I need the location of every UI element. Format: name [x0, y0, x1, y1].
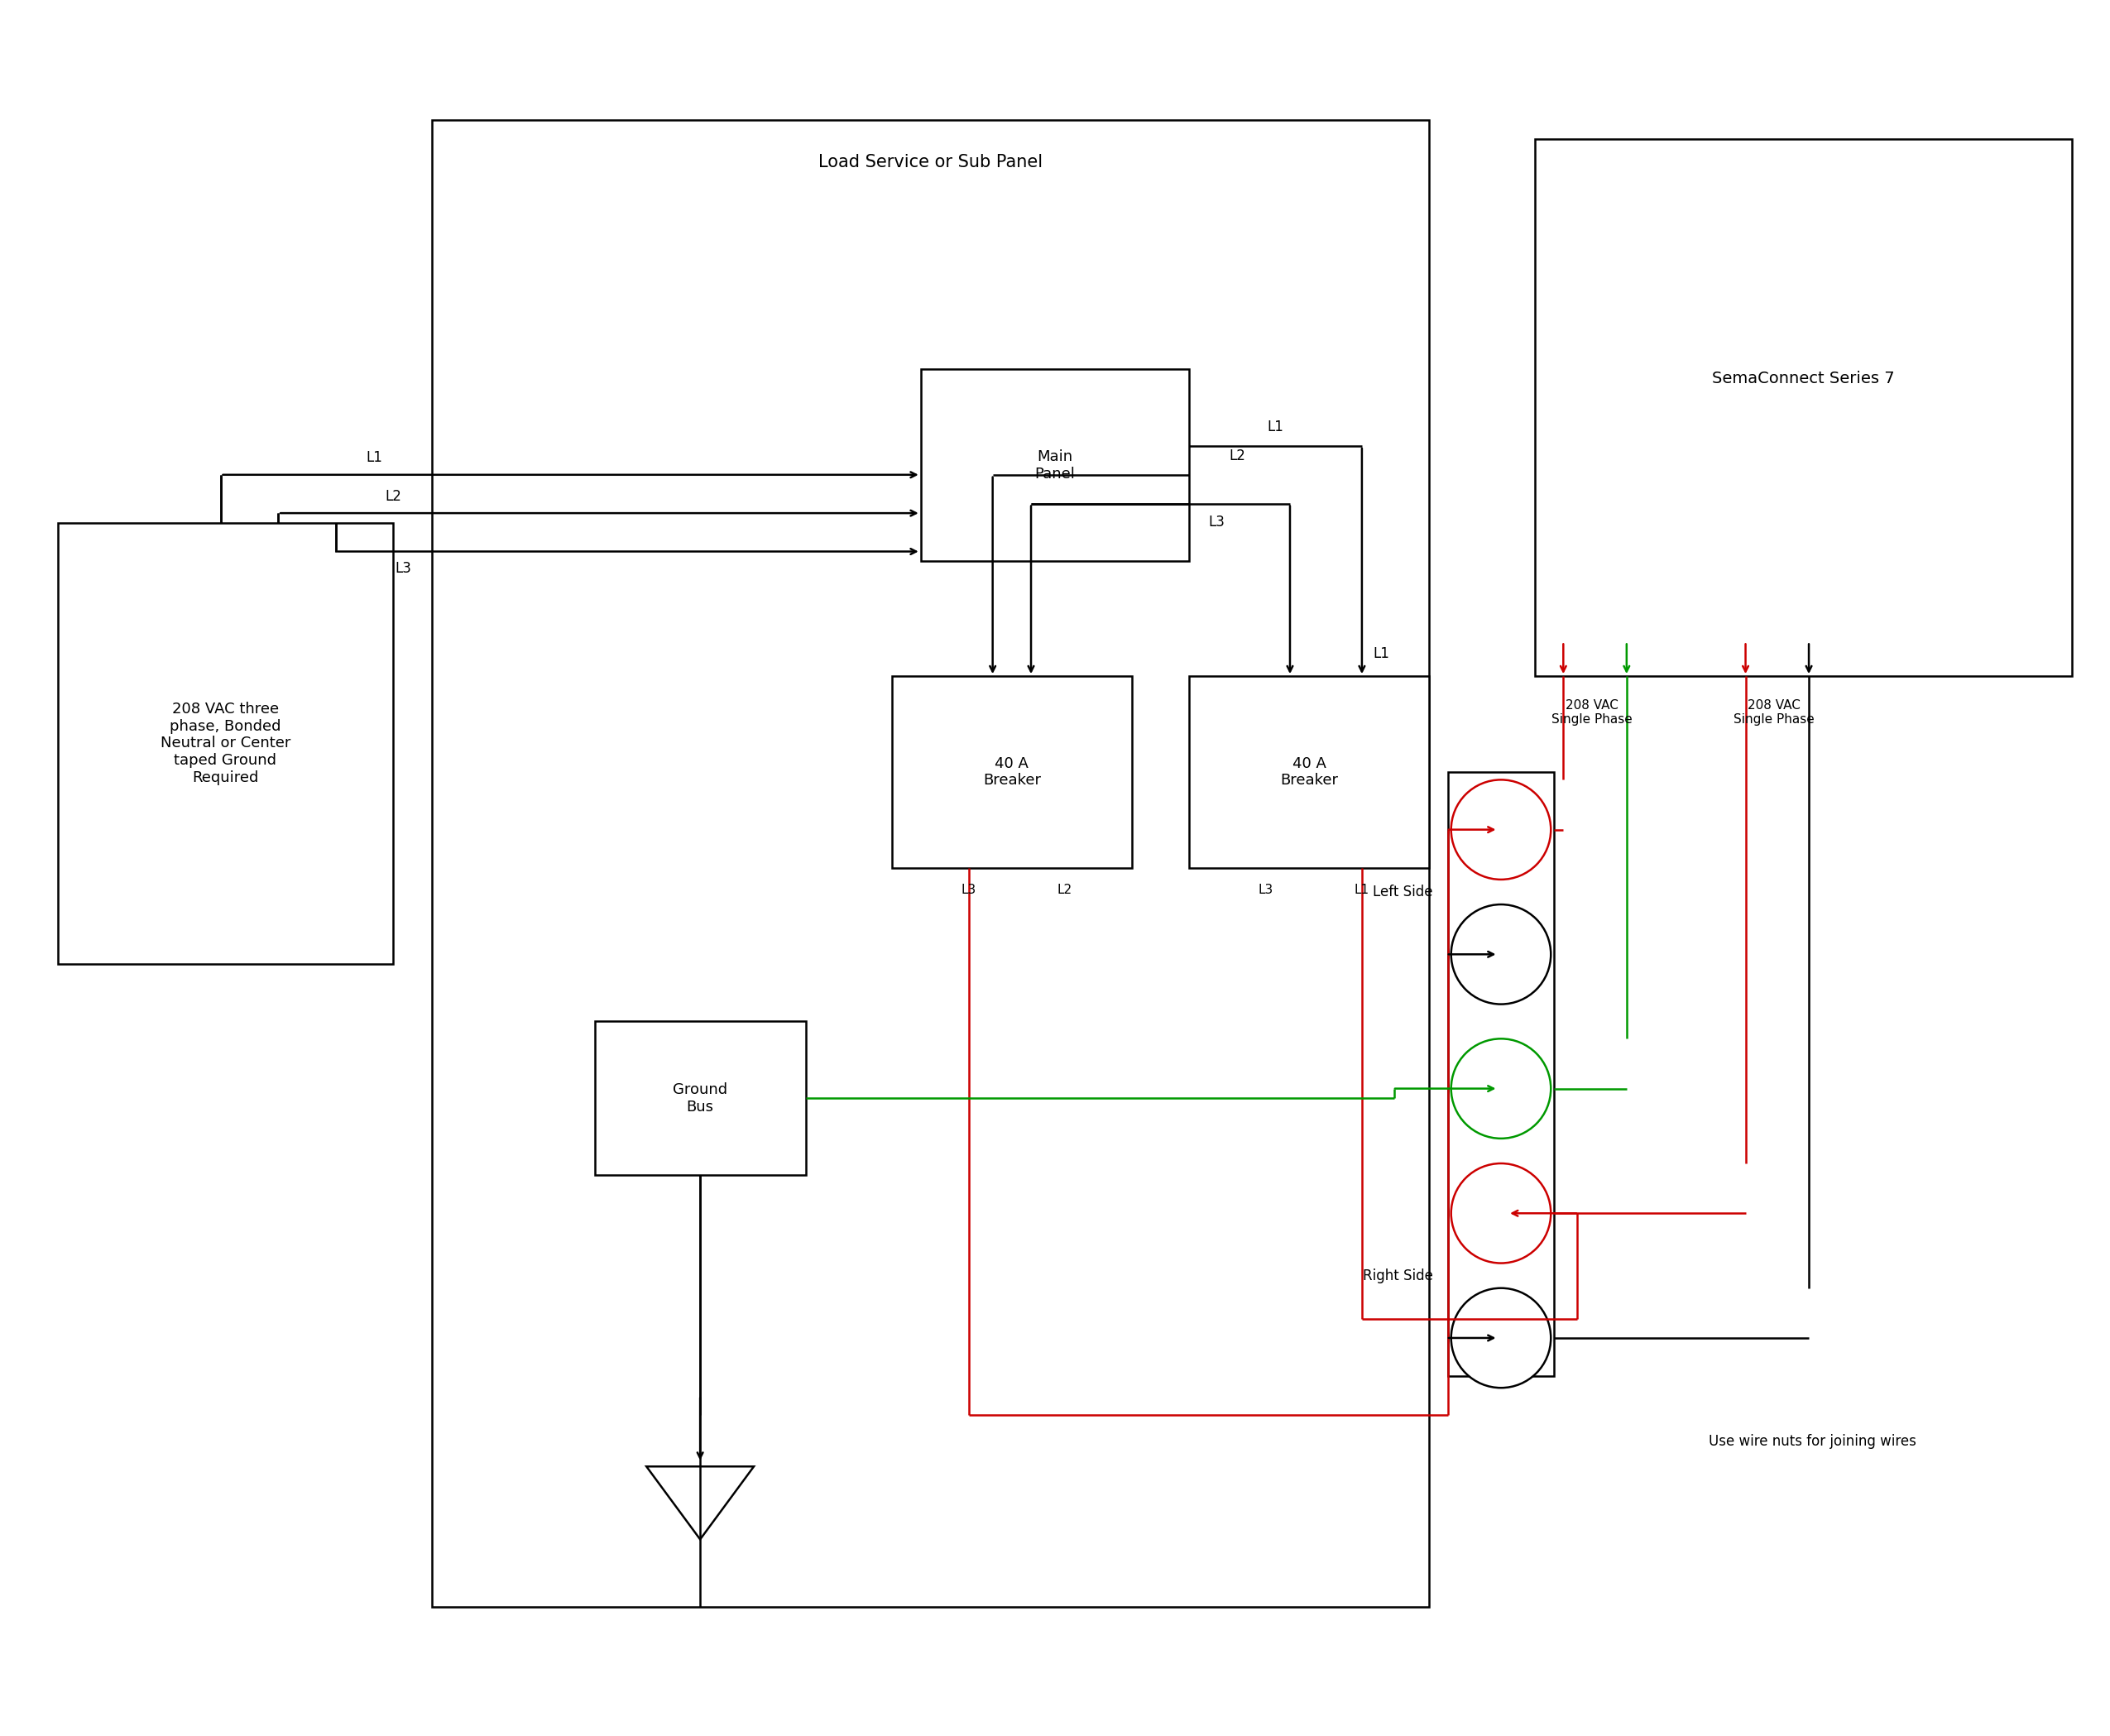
Text: L3: L3: [395, 561, 411, 576]
Text: Load Service or Sub Panel: Load Service or Sub Panel: [819, 155, 1042, 170]
Text: Ground
Bus: Ground Bus: [673, 1082, 728, 1115]
Bar: [1190, 677, 1428, 868]
Text: L2: L2: [384, 488, 401, 503]
Bar: [893, 677, 1131, 868]
Text: Left Side: Left Side: [1374, 885, 1433, 899]
Text: 40 A
Breaker: 40 A Breaker: [983, 757, 1040, 788]
Text: L1: L1: [1268, 420, 1283, 434]
Text: L3: L3: [1209, 516, 1226, 529]
Bar: [433, 120, 1428, 1606]
Text: L2: L2: [1228, 448, 1245, 464]
Circle shape: [1452, 1038, 1551, 1139]
Bar: [595, 1021, 806, 1175]
Text: L1: L1: [1355, 884, 1369, 896]
Text: 40 A
Breaker: 40 A Breaker: [1281, 757, 1338, 788]
Bar: [1447, 773, 1553, 1377]
Circle shape: [1452, 1288, 1551, 1387]
Text: L1: L1: [1374, 646, 1390, 661]
Text: Right Side: Right Side: [1363, 1269, 1433, 1283]
Circle shape: [1452, 904, 1551, 1003]
Text: L3: L3: [1258, 884, 1274, 896]
Text: 208 VAC three
phase, Bonded
Neutral or Center
taped Ground
Required: 208 VAC three phase, Bonded Neutral or C…: [160, 701, 291, 785]
Text: L1: L1: [365, 450, 382, 465]
Text: Main
Panel: Main Panel: [1034, 450, 1076, 481]
Text: 208 VAC
Single Phase: 208 VAC Single Phase: [1551, 700, 1633, 726]
Text: SemaConnect Series 7: SemaConnect Series 7: [1711, 372, 1895, 387]
Circle shape: [1452, 1163, 1551, 1264]
Text: L3: L3: [962, 884, 977, 896]
Bar: [920, 370, 1190, 561]
Bar: [57, 523, 392, 963]
Circle shape: [1452, 779, 1551, 880]
Text: L2: L2: [1057, 884, 1072, 896]
Text: Use wire nuts for joining wires: Use wire nuts for joining wires: [1709, 1434, 1916, 1450]
Bar: [1534, 139, 2072, 677]
Text: 208 VAC
Single Phase: 208 VAC Single Phase: [1734, 700, 1815, 726]
